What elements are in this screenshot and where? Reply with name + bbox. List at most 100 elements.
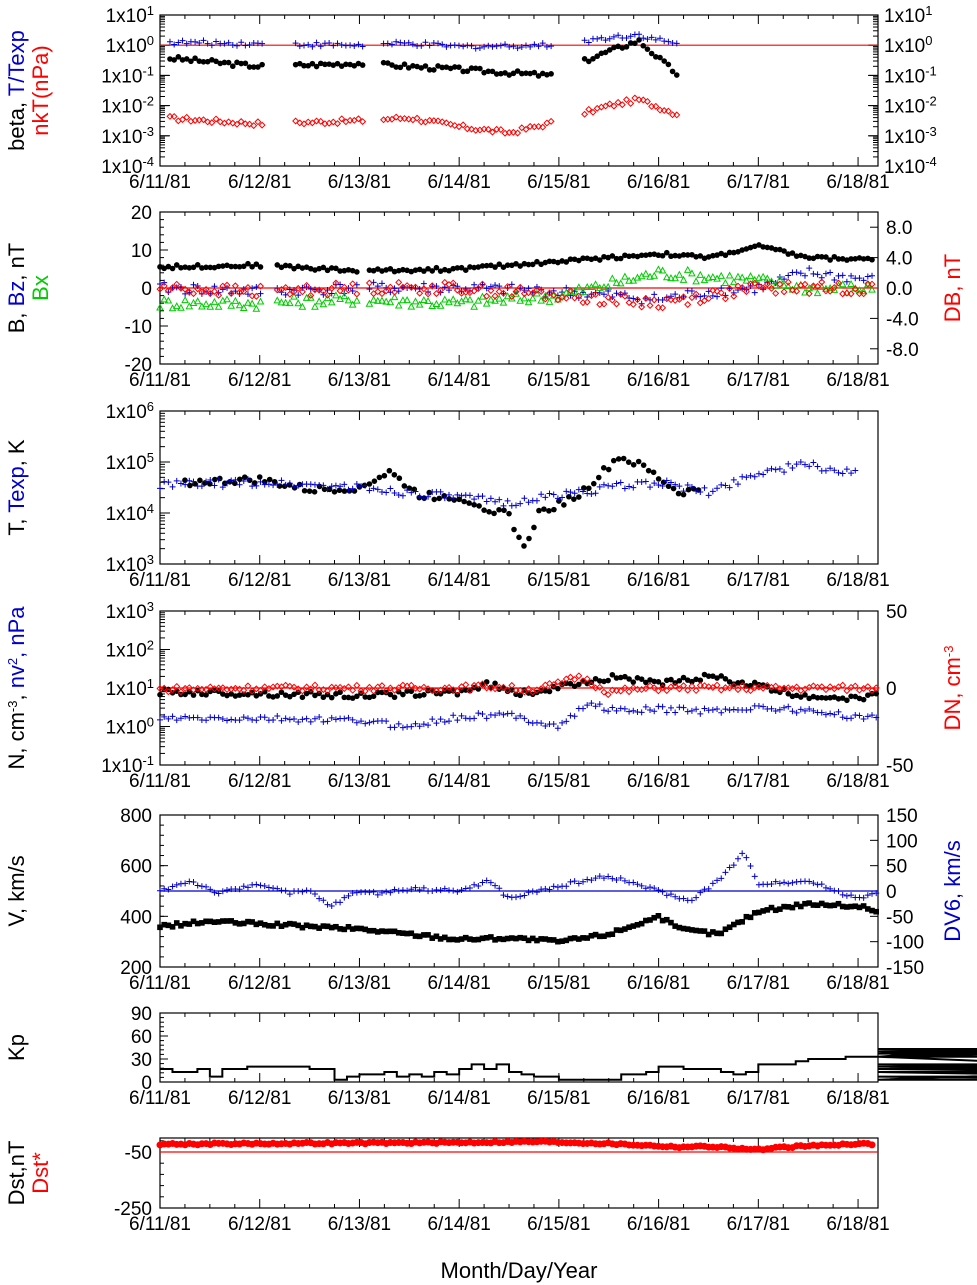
data-point [563, 883, 570, 890]
data-point [461, 498, 467, 505]
data-point [793, 709, 800, 716]
data-point [528, 294, 537, 302]
data-point [320, 482, 327, 489]
data-point [567, 680, 574, 687]
data-point [349, 695, 356, 701]
data-point [554, 884, 561, 891]
x-tick-label: 6/14/81 [427, 1088, 490, 1109]
data-point [303, 922, 310, 929]
data-point [467, 264, 473, 270]
data-point [451, 64, 458, 70]
data-point [431, 67, 437, 73]
data-point [776, 275, 784, 283]
data-point [420, 884, 427, 891]
data-point [358, 483, 365, 490]
data-point [215, 263, 222, 270]
data-point [345, 892, 352, 899]
data-point [466, 500, 472, 506]
data-point [391, 686, 399, 694]
data-point [422, 39, 429, 46]
data-point [869, 256, 875, 263]
y-ticks: -50-250 [114, 1140, 168, 1220]
data-point [601, 933, 607, 940]
y-right-tick-label: -50 [886, 756, 913, 777]
data-point [596, 257, 603, 263]
data-point [810, 255, 817, 262]
data-point [747, 862, 754, 869]
data-point [789, 693, 796, 700]
data-point [590, 55, 596, 62]
x-tick-label: 6/15/81 [527, 1088, 590, 1109]
data-point [823, 695, 829, 701]
data-point [399, 887, 406, 894]
data-point [835, 900, 842, 907]
data-point [391, 489, 398, 496]
data-point [475, 686, 482, 692]
data-point [751, 873, 758, 880]
data-point [203, 692, 209, 698]
data-point [277, 298, 286, 306]
data-point [856, 275, 863, 282]
data-point [721, 278, 730, 287]
data-point [550, 258, 557, 265]
series-dn [156, 672, 880, 699]
data-point [362, 482, 369, 489]
data-point [643, 679, 649, 686]
data-point [780, 288, 788, 296]
data-point [219, 484, 226, 491]
y-tick-label: 200 [120, 958, 152, 979]
data-point [514, 68, 521, 74]
data-point [608, 296, 616, 304]
data-point [684, 686, 692, 694]
data-point [447, 120, 455, 128]
data-point [328, 683, 336, 691]
data-point [764, 467, 771, 474]
data-point [349, 926, 356, 932]
x-tick-label: 6/13/81 [328, 973, 391, 994]
data-point [818, 881, 825, 888]
data-point [257, 264, 264, 270]
data-point [458, 264, 465, 271]
data-point [621, 705, 628, 712]
data-point [248, 292, 256, 300]
data-point [378, 290, 386, 298]
data-point [869, 907, 875, 914]
data-point [345, 924, 352, 930]
data-point [598, 34, 605, 41]
data-point [592, 675, 599, 682]
data-point [604, 282, 612, 290]
data-point [499, 683, 507, 691]
data-point [248, 299, 256, 307]
data-point [665, 483, 672, 490]
data-point [488, 262, 494, 269]
data-point [609, 875, 616, 882]
data-point [868, 285, 876, 293]
data-point [847, 280, 855, 288]
data-point [256, 297, 265, 305]
data-point [228, 263, 235, 270]
data-point [223, 295, 231, 303]
data-point [496, 936, 503, 942]
data-point [454, 491, 461, 498]
data-point [710, 673, 716, 679]
data-point [203, 883, 210, 890]
data-point [688, 897, 695, 904]
data-point [261, 714, 268, 721]
data-point [287, 920, 293, 927]
data-point [864, 713, 871, 720]
data-point [257, 290, 264, 297]
data-point [672, 291, 679, 298]
data-point [693, 254, 699, 260]
data-point [493, 43, 500, 50]
y-axis-right-label: DB, nT [940, 254, 965, 322]
y-tick-label-right: 1x10-1 [884, 63, 937, 88]
x-tick-label: 6/14/81 [427, 370, 490, 391]
data-point [413, 114, 421, 122]
data-point [458, 492, 465, 499]
data-point [705, 885, 712, 892]
data-point [397, 39, 404, 46]
data-point [697, 489, 704, 496]
data-point [454, 888, 461, 895]
data-point [290, 683, 298, 691]
data-point [333, 120, 342, 128]
